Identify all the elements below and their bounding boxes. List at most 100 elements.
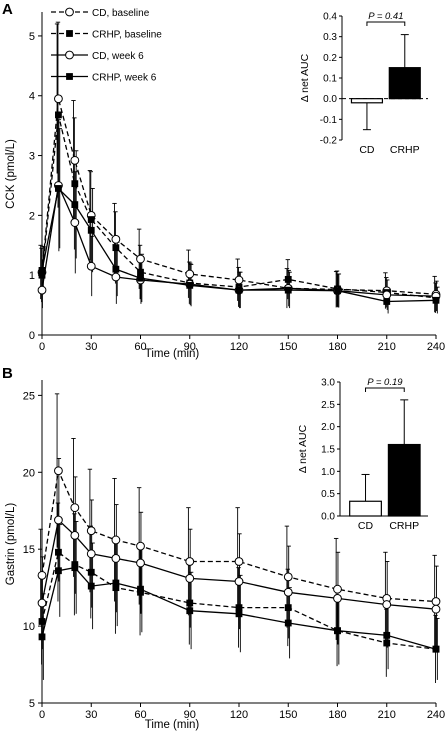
legend-label: CRHP, baseline <box>92 30 162 41</box>
inset-y-tick-label: 0.0 <box>321 512 335 523</box>
panel-b-marker-square <box>383 639 391 647</box>
panel-b-marker-square <box>334 627 341 635</box>
inset-p-value: P = 0.19 <box>367 377 403 388</box>
panel-b-marker-circle <box>234 577 244 586</box>
inset-significance-bracket <box>365 387 405 392</box>
panel-a-y-axis-label: CCK (pmol/L) <box>5 139 17 209</box>
panel-a-legend: CD, baseline CRHP, baseline CD, week 6 CRHP… <box>51 7 162 84</box>
panel-a-marker-square <box>235 286 243 294</box>
panel-b-marker-circle <box>333 594 342 603</box>
inset-bar-crhp <box>387 443 421 517</box>
panel-a-marker-square <box>137 274 144 282</box>
panel-a-marker-square <box>432 296 440 304</box>
inset-y-tick-label: 1.0 <box>321 467 335 478</box>
panel-a-plot: 0 1 2 3 4 5 0 30 60 90 120 150 180 210 240 <box>29 12 445 353</box>
panel-b-x-tick-label: 180 <box>328 709 346 721</box>
panel-b-marker-circle <box>86 549 96 559</box>
legend-marker-circle <box>65 7 74 17</box>
panel-a-series-line <box>41 98 437 295</box>
panel-a-marker-circle <box>111 234 121 244</box>
panel-a-marker-square <box>87 226 95 234</box>
legend-label: CRHP, week 6 <box>92 73 157 84</box>
panel-b-marker-circle <box>382 600 392 609</box>
panel-a-marker-circle <box>37 285 47 295</box>
panel-b-marker-circle <box>37 598 47 608</box>
panel-b-marker-circle <box>234 557 244 566</box>
panel-a-marker-square <box>71 180 79 188</box>
panel-a-marker-square <box>55 185 62 192</box>
inset-y-tick-label: 0.5 <box>321 489 335 500</box>
inset-y-tick-label: 3.0 <box>321 378 335 389</box>
panel-b-x-tick-label: 30 <box>85 709 97 721</box>
panel-a-marker-square <box>38 271 46 279</box>
panel-a-x-tick-label: 60 <box>134 341 146 353</box>
panel-b-marker-square <box>186 607 194 615</box>
panel-a-y-tick-label: 4 <box>29 91 35 103</box>
panel-b-marker-square <box>71 564 79 572</box>
inset-y-tick-label: 0.0 <box>323 94 337 105</box>
panel-b-y-tick-label: 20 <box>23 467 35 479</box>
inset-y-tick-label: -0.1 <box>320 115 338 126</box>
panel-b-inset: 0.0 0.5 1.0 1.5 2.0 2.5 3.0 CD CRHP P = 0.19 Δ net… <box>297 377 428 532</box>
panel-b-marker-circle <box>37 570 47 580</box>
panel-b-marker-square <box>432 645 440 653</box>
panel-b-marker-circle <box>54 515 63 525</box>
panel-a-x-tick-label: 210 <box>378 341 396 353</box>
inset-p-value: P = 0.41 <box>368 11 403 22</box>
panel-a-marker-circle <box>54 94 63 104</box>
panel-a-x-tick-label: 150 <box>279 341 297 353</box>
panel-a-inset: -0.2 -0.1 0.0 0.1 0.2 0.3 0.4 CD CRHP P = 0.41 Δ n… <box>299 11 428 156</box>
panel-b-marker-circle <box>70 503 80 513</box>
panel-a-x-tick-label: 30 <box>85 341 97 353</box>
panel-b-x-axis-label: Time (min) <box>145 719 200 731</box>
panel-a-marker-square <box>334 287 341 295</box>
panel-a-marker-circle <box>185 269 195 279</box>
panel-b-x-tick-label: 90 <box>184 709 196 721</box>
panel-b-marker-circle <box>185 574 195 583</box>
inset-y-tick-label: -0.2 <box>320 136 338 147</box>
panel-b-y-axis-label: Gastrin (pmol/L) <box>5 503 17 586</box>
inset-bar-cd <box>350 98 384 104</box>
panel-a-y-tick-label: 5 <box>29 31 35 43</box>
panel-a-letter: A <box>2 1 13 18</box>
panel-b-marker-circle <box>333 584 342 594</box>
panel-b-y-tick-label: 5 <box>29 698 35 710</box>
panel-b-marker-circle <box>283 587 293 597</box>
panel-a-series-line <box>41 114 437 299</box>
panel-a-marker-circle <box>86 261 96 271</box>
panel-a-marker-circle <box>136 254 145 264</box>
inset-y-tick-label: 0.2 <box>323 53 337 64</box>
panel-b-x-tick-label: 210 <box>378 709 396 721</box>
inset-category-label: CRHP <box>389 520 419 532</box>
panel-a-marker-circle <box>70 218 80 227</box>
panel-b-marker-circle <box>136 541 145 551</box>
panel-a-marker-square <box>38 267 46 274</box>
panel-b-marker-square <box>87 568 95 576</box>
panel-b-x-tick-label: 150 <box>279 709 297 721</box>
panel-a-marker-circle <box>70 155 80 165</box>
panel-b-x-tick-label: 240 <box>427 709 445 721</box>
legend-marker-circle <box>65 50 74 60</box>
panel-b-marker-circle <box>185 557 195 566</box>
panel-b-marker-square <box>55 567 62 575</box>
panel-b-marker-square <box>38 633 46 641</box>
panel-b-marker-square <box>112 579 120 587</box>
panel-a-marker-square <box>87 216 95 223</box>
panel-a-marker-square <box>383 298 391 305</box>
panel-b-letter: B <box>2 365 13 382</box>
panel-a-marker-circle <box>382 290 392 300</box>
panel-b-marker-circle <box>54 466 63 476</box>
panel-b-marker-circle <box>283 572 293 582</box>
panel-a-marker-square <box>284 286 292 294</box>
panel-a-x-tick-label: 240 <box>427 341 445 353</box>
panel-a-marker-square <box>71 201 79 209</box>
panel-b-marker-circle <box>431 597 441 606</box>
panel-a-x-tick-label: 0 <box>39 341 45 353</box>
panel-a-marker-square <box>137 268 144 276</box>
panel-a-x-axis-label: Time (min) <box>145 348 200 360</box>
panel-b-x-tick-label: 0 <box>39 709 45 721</box>
panel-b-marker-square <box>112 584 120 592</box>
panel-b-marker-square <box>383 631 391 639</box>
panel-a-x-tick-label: 120 <box>230 341 248 353</box>
